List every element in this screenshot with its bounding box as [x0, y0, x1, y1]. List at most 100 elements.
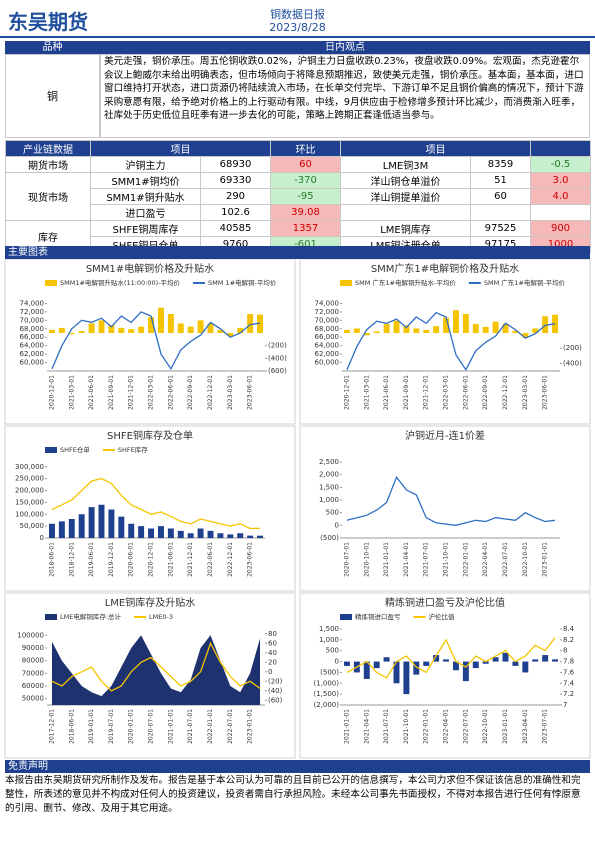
y-tick-label: 1,000 — [319, 496, 339, 504]
bar — [118, 516, 125, 538]
data-row: 库存 SHFE铜周库存 40585 1357 LME铜库存 97525 900 — [5, 220, 591, 253]
x-tick-label: 2020-07-01 — [148, 709, 155, 744]
bar — [197, 320, 204, 333]
view-header: 品种 日内观点 — [5, 41, 590, 54]
charts: SMM1#电解铜价格及升贴水60,00062,00064,00066,00068… — [4, 259, 591, 759]
bar — [68, 519, 75, 538]
cell: 4.0 — [530, 188, 591, 205]
x-tick-label: 2018-06-01 — [68, 709, 75, 744]
y-tick-label: 60,000 — [315, 359, 340, 367]
x-tick-label: 2021-07-01 — [423, 542, 430, 577]
bar — [552, 659, 559, 662]
report-date: 2023/8/28 — [269, 21, 326, 34]
x-tick-label: 2020-10-01 — [363, 542, 370, 577]
y-tick-label: 66,000 — [315, 333, 340, 341]
x-tick-label: 2022-01-01 — [207, 709, 214, 744]
bar — [443, 317, 450, 333]
y-tick-label: (1,000) — [313, 679, 339, 687]
bar — [542, 655, 549, 662]
bar — [522, 661, 529, 673]
bar — [363, 661, 370, 679]
y2-tick-label: (40) — [268, 687, 283, 695]
x-tick-label: 2018-06-01 — [48, 542, 55, 577]
bar — [138, 526, 145, 538]
x-tick-label: 2021-12-01 — [187, 542, 194, 577]
x-tick-label: 2021-04-01 — [363, 709, 370, 744]
x-tick-label: 2023-03-01 — [227, 375, 234, 410]
y2-tick-label: 7.6 — [563, 668, 575, 676]
y2-tick-label: 0 — [268, 668, 272, 676]
cell: 进口盈亏 — [90, 204, 201, 221]
y-tick-label: 1,500 — [319, 625, 339, 633]
x-tick-label: 2023-01-01 — [542, 542, 549, 577]
data-row: 期货市场 沪铜主力 68930 60 LME铜3M 8359 -0.5 — [5, 156, 591, 173]
x-tick-label: 2017-12-01 — [48, 709, 55, 744]
y-tick-label: 1,500 — [319, 483, 339, 491]
bar — [373, 331, 380, 333]
line — [346, 311, 556, 371]
x-tick-label: 2021-10-01 — [443, 542, 450, 577]
cell: -95 — [270, 188, 341, 205]
chart-frame — [4, 259, 296, 425]
bar — [393, 661, 400, 684]
x-tick-label: 2021-03-01 — [68, 375, 75, 410]
y2-tick-label: 7.4 — [563, 679, 575, 687]
area — [51, 635, 261, 705]
bar — [403, 325, 410, 333]
bar — [78, 514, 85, 538]
legend-label: SMM 广东1#电解铜升贴水-平均价 — [355, 278, 456, 287]
x-tick-label: 2021-06-01 — [88, 375, 95, 410]
y-tick-label: 100000 — [17, 631, 44, 639]
x-tick-label: 2023-04-01 — [522, 709, 529, 744]
cell: 69330 — [200, 172, 271, 189]
bar — [393, 320, 400, 333]
y2-tick-label: (20) — [268, 677, 283, 685]
bar — [462, 314, 469, 333]
header-cell: 产业链数据 — [5, 140, 91, 157]
x-tick-label: 2021-06-01 — [167, 542, 174, 577]
header-cell: 项目 — [340, 140, 531, 157]
bar — [148, 317, 155, 333]
x-tick-label: 2021-07-01 — [187, 709, 194, 744]
bar — [197, 528, 204, 538]
y-tick-label: 100,000 — [15, 510, 44, 518]
x-tick-label: 2022-12-01 — [227, 542, 234, 577]
bar — [423, 329, 430, 333]
cell: 39.08 — [270, 204, 341, 221]
bar — [237, 533, 244, 538]
cell: 102.6 — [200, 204, 271, 221]
y2-tick-label: (60) — [268, 696, 283, 704]
x-tick-label: 2021-12-01 — [423, 375, 430, 410]
bar — [403, 661, 410, 695]
y2-tick-label: 8 — [563, 647, 567, 655]
bar — [207, 530, 214, 538]
y2-tick-label: 60 — [268, 639, 277, 647]
bar — [482, 661, 489, 664]
y2-tick-label: (200) — [563, 344, 582, 352]
bar — [413, 661, 420, 675]
y-tick-label: 74,000 — [315, 299, 340, 307]
chart-frame — [299, 425, 591, 592]
x-tick-label: 2023-06-01 — [247, 542, 254, 577]
bar — [502, 323, 509, 333]
y-tick-label: 70000 — [22, 669, 44, 677]
bar — [217, 329, 224, 333]
data-row: 现货市场 SMM1#铜均价 69330 -370 洋山铜仓单溢价 51 3.0 — [5, 172, 591, 221]
x-tick-label: 2021-03-01 — [363, 375, 370, 410]
chart-title: SMM广东1#电解铜价格及升贴水 — [371, 262, 519, 275]
cell: 97525 — [470, 220, 531, 237]
x-tick-label: 2022-04-01 — [443, 709, 450, 744]
cell: -0.5 — [530, 156, 591, 173]
y-tick-label: 0 — [40, 534, 44, 542]
disclaimer-text: 本报告由东吴期货研究所制作及发布。报告是基于本公司认为可靠的且目前已公开的信息撰… — [5, 775, 581, 814]
x-tick-label: 2020-01-01 — [128, 709, 135, 744]
bar — [58, 521, 65, 538]
x-tick-label: 2022-03-01 — [148, 375, 155, 410]
x-tick-label: 2023-01-01 — [502, 709, 509, 744]
x-tick-label: 2019-01-01 — [88, 709, 95, 744]
bar — [217, 533, 224, 538]
x-tick-label: 2022-12-01 — [207, 375, 214, 410]
bar — [88, 507, 95, 538]
y-tick-label: 90000 — [22, 644, 44, 652]
legend-swatch — [45, 280, 57, 286]
